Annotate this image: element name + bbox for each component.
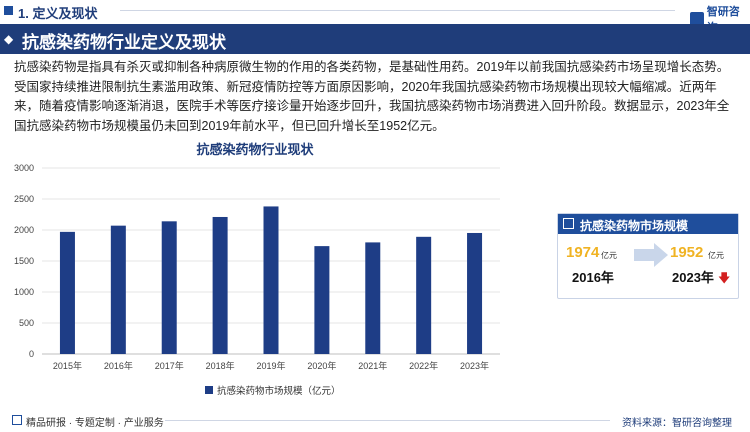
- from-year: 2016年: [572, 270, 614, 285]
- title-banner: ◆ 抗感染药物行业定义及现状: [0, 24, 750, 54]
- x-tick-label: 2022年: [409, 360, 438, 371]
- x-tick-label: 2023年: [460, 360, 489, 371]
- bar: [365, 242, 381, 354]
- chart-legend: 抗感染药物市场规模（亿元）: [205, 383, 341, 397]
- footer-tagline: 精品研报 · 专题定制 · 产业服务: [26, 418, 164, 429]
- footer-icon: [12, 415, 22, 425]
- from-unit: 亿元: [601, 251, 617, 260]
- bar: [416, 236, 432, 354]
- chart-title: 抗感染药物行业现状: [196, 142, 314, 157]
- bar: [212, 216, 228, 354]
- page-title: 抗感染药物行业定义及现状: [22, 33, 226, 52]
- right-arrow-icon: [634, 243, 668, 267]
- y-tick-label: 1000: [14, 287, 34, 297]
- bar: [110, 225, 126, 354]
- section-square-icon: [4, 6, 13, 15]
- y-tick-label: 3000: [14, 163, 34, 173]
- footer-divider: [165, 420, 610, 421]
- top-divider: [120, 10, 675, 11]
- body-paragraph: 抗感染药物是指具有杀灭或抑制各种病原微生物的作用的各类药物，是基础性用药。201…: [14, 60, 730, 133]
- card-title: 抗感染药物市场规模: [580, 219, 689, 233]
- bar: [263, 206, 279, 354]
- bar: [467, 232, 483, 354]
- x-tick-label: 2015年: [53, 360, 82, 371]
- footer-source: 资料来源：智研咨询整理: [622, 418, 732, 429]
- x-tick-label: 2019年: [256, 360, 285, 371]
- bar: [161, 221, 177, 354]
- legend-swatch: [205, 386, 213, 394]
- y-tick-label: 2500: [14, 194, 34, 204]
- card-header: 抗感染药物市场规模: [558, 214, 738, 234]
- x-tick-label: 2017年: [155, 360, 184, 371]
- section-title: 1. 定义及现状: [18, 6, 98, 21]
- x-tick-label: 2018年: [206, 360, 235, 371]
- y-tick-label: 1500: [14, 256, 34, 266]
- top-bar: 1. 定义及现状 智研咨询: [0, 0, 750, 34]
- bar: [314, 246, 330, 354]
- legend-label: 抗感染药物市场规模（亿元）: [217, 386, 341, 397]
- y-tick-label: 500: [19, 318, 34, 328]
- y-tick-label: 0: [29, 349, 34, 359]
- footer: 精品研报 · 专题定制 · 产业服务 资料来源：智研咨询整理: [0, 410, 750, 432]
- x-tick-label: 2016年: [104, 360, 133, 371]
- x-tick-label: 2020年: [307, 360, 336, 371]
- bar-chart: 0 500 1000 1500 2000 2500 3000 2015年 2016年 2017年 2…: [14, 163, 500, 371]
- y-tick-label: 2000: [14, 225, 34, 235]
- to-value: 1952: [670, 244, 704, 261]
- card-chart-icon: [563, 218, 574, 229]
- to-unit: 亿元: [708, 251, 724, 260]
- down-arrow-icon: 🡇: [718, 271, 731, 285]
- to-year: 2023年: [672, 270, 714, 285]
- logo-mark-icon: [690, 12, 704, 26]
- bar: [59, 231, 75, 354]
- market-size-card: 抗感染药物市场规模 1974 亿元 2016年 1952 亿元 2023年 🡇: [557, 213, 739, 299]
- x-tick-label: 2021年: [358, 360, 387, 371]
- diamond-icon: ◆: [4, 32, 14, 46]
- from-value: 1974: [566, 244, 600, 261]
